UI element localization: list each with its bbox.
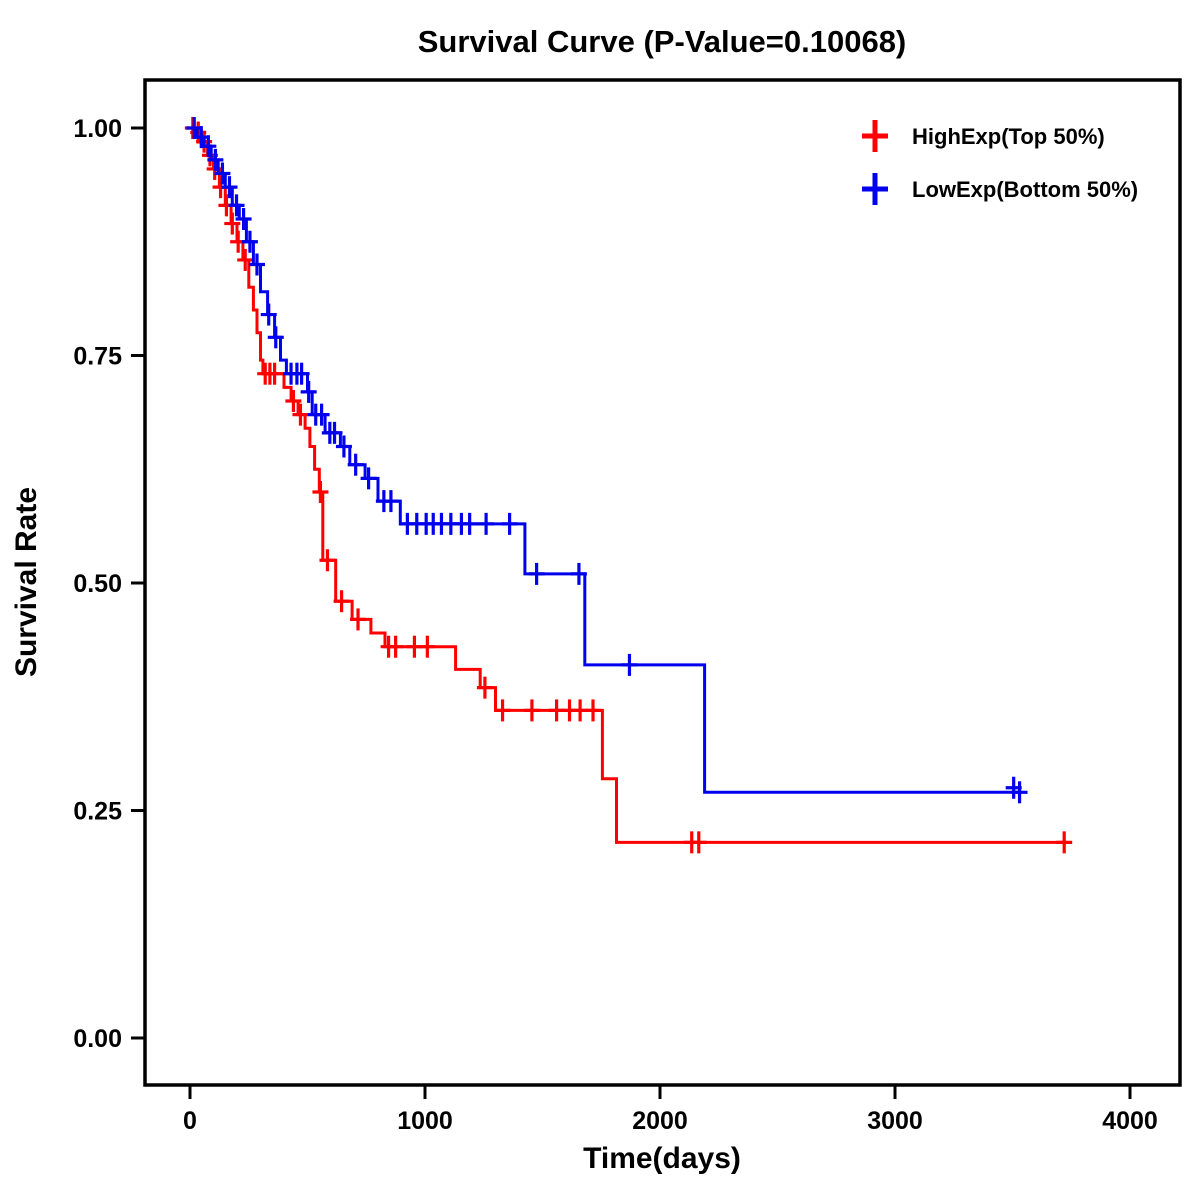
- legend-marker-highexp-series: [862, 120, 888, 152]
- y-axis-ticks: 0.00 0.25 0.50 0.75 1.00: [73, 115, 145, 1053]
- x-axis-label: Time(days): [583, 1142, 741, 1175]
- x-tick-label: 2000: [632, 1107, 688, 1135]
- y-tick-label: 1.00: [73, 115, 122, 143]
- y-tick-label: 0.00: [73, 1025, 122, 1053]
- plot-frame: [143, 78, 1182, 1087]
- x-tick-label: 1000: [397, 1107, 453, 1135]
- chart-title: Survival Curve (P-Value=0.10068): [418, 24, 907, 59]
- y-tick-label: 0.50: [73, 570, 122, 598]
- legend: HighExp(Top 50%) LowExp(Bottom 50%): [862, 120, 1138, 205]
- y-tick-label: 0.75: [73, 343, 122, 371]
- legend-label-highexp: HighExp(Top 50%): [912, 124, 1105, 149]
- x-tick-label: 4000: [1102, 1107, 1158, 1135]
- legend-label-lowexp: LowExp(Bottom 50%): [912, 177, 1138, 202]
- x-axis-ticks: 0 1000 2000 3000 4000: [183, 1085, 1158, 1135]
- lowexp-series: [186, 117, 1028, 804]
- x-tick-label: 3000: [867, 1107, 923, 1135]
- highexp-series: [184, 117, 1073, 854]
- legend-marker-lowexp-series: [862, 173, 888, 205]
- y-tick-label: 0.25: [73, 798, 122, 826]
- plot-area: 0 1000 2000 3000 4000 0.00 0.25 0.50 0.75 1.00: [73, 78, 1182, 1135]
- x-tick-label: 0: [183, 1107, 197, 1135]
- y-axis-label: Survival Rate: [10, 487, 43, 677]
